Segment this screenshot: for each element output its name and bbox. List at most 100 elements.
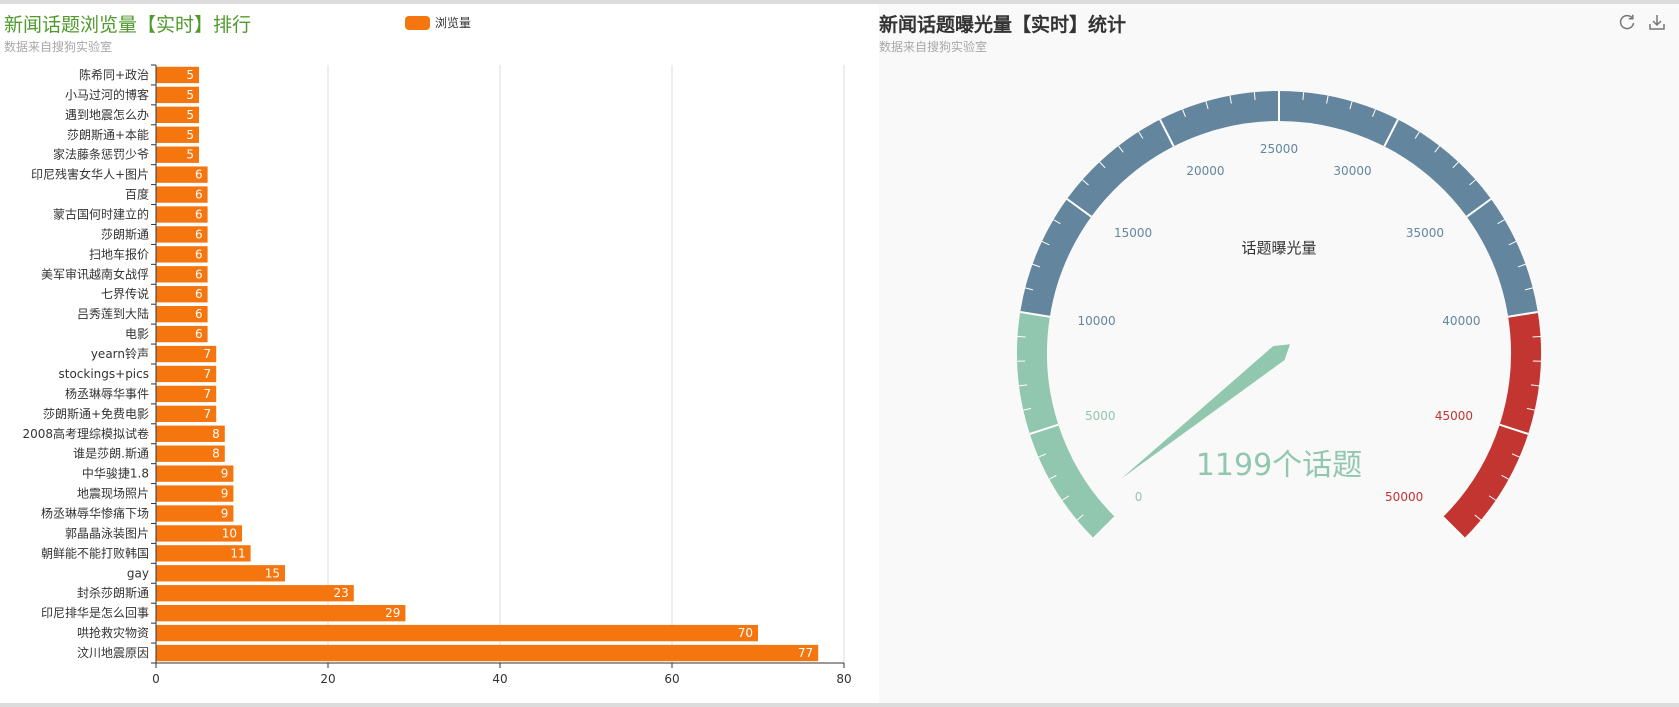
gauge-band — [1020, 91, 1538, 317]
bar-value-label: 77 — [798, 646, 813, 660]
gauge-split-line — [1020, 311, 1051, 318]
bar — [156, 106, 199, 124]
bar — [156, 286, 208, 303]
gauge-minor-tick — [1497, 219, 1505, 225]
gauge-split-line — [1507, 311, 1538, 318]
bar-value-label: 8 — [212, 447, 220, 461]
gauge-series-name: 话题曝光量 — [1241, 239, 1316, 257]
bar-value-label: 9 — [221, 467, 229, 481]
refresh-icon[interactable] — [1617, 12, 1637, 32]
bar-chart-panel: 新闻话题浏览量【实时】排行 数据来自搜狗实验室 浏览量 77 汶川地震原因 70 哄抢… — [0, 4, 879, 703]
category-label: 封杀莎朗斯通 — [77, 585, 149, 600]
gauge-minor-tick — [1517, 263, 1526, 268]
bar — [156, 585, 354, 602]
gauge-split-line — [1499, 423, 1529, 435]
bar-value-label: 5 — [186, 68, 194, 82]
bar — [156, 604, 406, 622]
category-label: 吕秀莲到大陆 — [77, 306, 149, 321]
gauge-minor-tick — [1526, 407, 1535, 411]
category-label: 杨丞琳辱华惨痛下场 — [41, 506, 149, 521]
bar-value-label: 8 — [212, 427, 220, 441]
gauge-minor-tick — [1041, 240, 1050, 246]
gauge-split-line — [1442, 516, 1465, 539]
toolbox — [1617, 12, 1667, 32]
gauge-chart-panel: 新闻话题曝光量【实时】统计 数据来自搜狗实验室 0 5000 10000 15000 2… — [879, 4, 1679, 703]
gauge-tick-label: 25000 — [1260, 142, 1298, 156]
x-tick-label: 20 — [320, 672, 335, 686]
gauge-minor-tick — [1138, 131, 1144, 139]
gauge-minor-tick — [1062, 495, 1070, 501]
gauge-minor-tick — [1099, 161, 1106, 169]
download-icon[interactable] — [1647, 12, 1667, 32]
bar — [156, 86, 199, 104]
category-label: 美军审讯越南女战俘 — [41, 266, 149, 281]
gauge-minor-tick — [1253, 92, 1256, 101]
category-label: 莎朗斯通+本能 — [67, 128, 149, 142]
gauge-tick-label: 15000 — [1114, 226, 1152, 240]
legend-label: 浏览量 — [435, 16, 472, 30]
bar-chart-title: 新闻话题浏览量【实时】排行 — [4, 14, 252, 36]
category-label: stockings+pics — [58, 367, 149, 381]
bar-value-label: 6 — [195, 168, 203, 182]
bar — [156, 246, 208, 263]
gauge-minor-tick — [1326, 95, 1329, 104]
gauge-split-line — [1029, 423, 1059, 435]
gauge-pointer — [1120, 344, 1290, 479]
x-tick-label: 60 — [664, 672, 679, 686]
bar — [156, 266, 208, 283]
bar — [156, 525, 242, 542]
category-label: 中华骏捷1.8 — [82, 466, 149, 481]
gauge-minor-tick — [1530, 384, 1539, 387]
bar-value-label: 6 — [195, 287, 203, 301]
gauge-minor-tick — [1372, 109, 1376, 118]
category-label: 汶川地震原因 — [77, 645, 149, 660]
gauge-minor-tick — [1434, 145, 1440, 153]
bar-value-label: 5 — [186, 128, 194, 142]
category-label: 谁是莎朗.斯通 — [73, 447, 149, 461]
gauge-minor-tick — [1205, 101, 1209, 110]
bar-value-label: 6 — [195, 247, 203, 261]
gauge-chart-svg: 0 5000 10000 15000 20000 25000 30000 35000 40000… — [1017, 91, 1541, 539]
gauge-tick-label: 45000 — [1435, 409, 1473, 423]
bar-value-label: 7 — [204, 387, 212, 401]
bar-value-label: 11 — [230, 546, 245, 560]
gauge-minor-tick — [1118, 145, 1124, 153]
category-label: 哄抢救灾物资 — [77, 625, 149, 640]
bar-value-label: 7 — [204, 347, 212, 361]
category-label: 陈希同+政治 — [79, 67, 149, 82]
gauge-tick-label: 20000 — [1186, 164, 1224, 178]
bar-value-label: 6 — [195, 307, 203, 321]
bar-value-label: 5 — [186, 108, 194, 122]
gauge-split-line — [1093, 516, 1116, 539]
gauge-minor-tick — [1532, 336, 1541, 338]
bar-value-label: 7 — [204, 367, 212, 381]
gauge-minor-tick — [1182, 109, 1186, 118]
category-label: 莎朗斯通+免费电影 — [43, 406, 149, 421]
gauge-minor-tick — [1076, 514, 1084, 521]
bar — [156, 505, 234, 522]
category-label: 百度 — [125, 187, 149, 202]
category-label: gay — [127, 566, 149, 580]
category-label: yearn铃声 — [91, 346, 149, 361]
category-label: 莎朗斯通 — [101, 227, 149, 241]
gauge-split-line — [1159, 119, 1175, 147]
gauge-tick-label: 30000 — [1333, 164, 1371, 178]
bar-value-label: 6 — [195, 188, 203, 202]
bar-value-label: 29 — [385, 606, 400, 620]
bar — [156, 66, 199, 84]
bar-value-label: 10 — [222, 526, 237, 540]
bar — [156, 425, 225, 442]
bar — [156, 644, 819, 662]
bar — [156, 485, 234, 502]
bar-value-label: 6 — [195, 267, 203, 281]
gauge-minor-tick — [1025, 287, 1034, 291]
bar-chart-legend[interactable]: 浏览量 — [405, 14, 471, 31]
bar-value-label: 9 — [221, 487, 229, 501]
category-label: 扫地车报价 — [89, 246, 149, 261]
gauge-chart-subtitle: 数据来自搜狗实验室 — [879, 40, 988, 54]
gauge-minor-tick — [1524, 287, 1533, 291]
category-label: 地震现场照片 — [77, 487, 149, 501]
bar-chart-svg: 77汶川地震原因70哄抢救灾物资29印尼排华是怎么回事23封杀莎朗斯通15gay… — [22, 64, 852, 686]
x-tick-label: 40 — [492, 672, 507, 686]
bar — [156, 365, 217, 383]
